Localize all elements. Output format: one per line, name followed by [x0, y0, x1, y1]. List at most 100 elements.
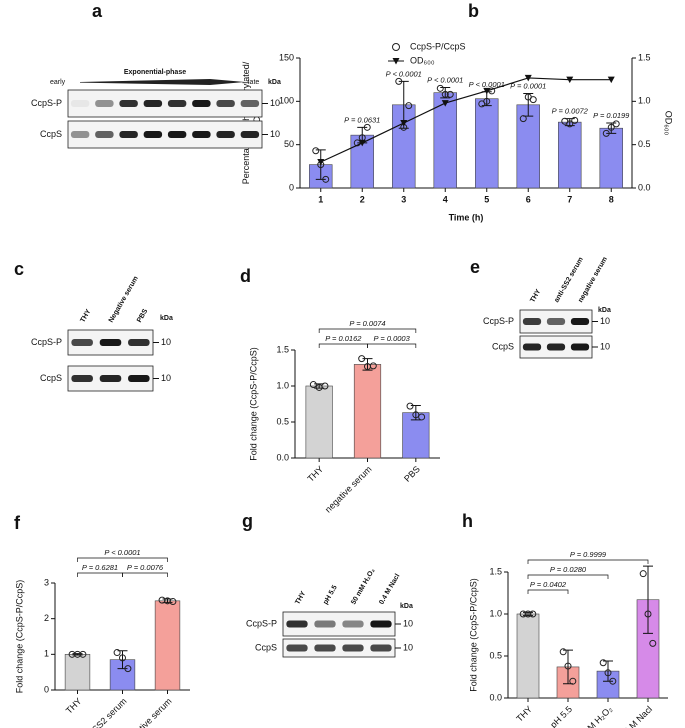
p-value-label: P = 0.6281 [82, 563, 118, 572]
blot-band [240, 100, 260, 107]
lane-label: Negative serum [108, 275, 140, 324]
data-point [607, 123, 615, 131]
data-point [395, 77, 403, 85]
data-point [412, 411, 420, 419]
row-label: CcpS [40, 129, 62, 139]
x-tick-label: negative serum [323, 464, 374, 515]
kda-label: kDa [268, 79, 281, 86]
x-tick-label: 1 [318, 194, 323, 204]
blot-band [192, 100, 211, 107]
lane-label: 50 mM H₂O₂ [350, 567, 376, 606]
p-value-label: P = 0.0162 [325, 334, 362, 343]
data-point [158, 596, 166, 604]
kda-label: kDa [400, 603, 413, 610]
p-value-label: P = 0.0072 [552, 107, 589, 116]
blot-band [342, 644, 364, 652]
data-point [353, 139, 361, 147]
blot-band [522, 318, 542, 325]
y2-tick-label: 0.0 [638, 182, 651, 192]
blot-band [167, 100, 187, 107]
p-value-label: P = 0.9999 [570, 550, 607, 559]
panel-letter: c [14, 259, 24, 279]
lane-start: early [50, 79, 66, 86]
line-marker [524, 74, 532, 82]
data-point [569, 677, 577, 685]
row-label: CcpS-P [483, 316, 514, 326]
data-point [405, 102, 413, 110]
data-point [363, 123, 371, 131]
legend-marker [392, 43, 400, 51]
y-tick-label: 0.5 [489, 650, 502, 660]
data-point [649, 639, 657, 647]
line-marker [483, 87, 491, 95]
x-tick-label: THY [514, 704, 534, 724]
bar [475, 98, 499, 189]
marker-label: 10 [270, 98, 280, 108]
y-tick-label: 0 [44, 684, 49, 694]
lane-label: 0.4 M Nacl [378, 573, 401, 606]
bar [154, 600, 181, 691]
blot-band [70, 100, 90, 107]
data-point [312, 147, 320, 155]
y2-tick-label: 0.5 [638, 139, 651, 149]
phase-arrow [80, 79, 245, 85]
data-point [609, 677, 617, 685]
data-point [559, 648, 567, 656]
blot-band [143, 100, 163, 107]
blot-band [546, 343, 566, 351]
data-point [566, 120, 574, 128]
data-point [612, 120, 620, 128]
row-label: CcpS [255, 642, 277, 652]
data-point [602, 129, 610, 137]
bar [599, 127, 623, 189]
blot-band [192, 131, 211, 138]
y-tick-label: 100 [279, 96, 294, 106]
panel-letter: d [240, 266, 251, 286]
data-point [322, 175, 330, 183]
line [320, 77, 612, 163]
blot-band [95, 131, 114, 138]
line-marker [400, 120, 408, 127]
x-tick-label: 4 [443, 194, 448, 204]
blot-band [71, 339, 93, 346]
blot-band [570, 343, 590, 351]
p-value-label: P = 0.0076 [127, 563, 164, 572]
marker-label: 10 [403, 642, 413, 652]
significance-bracket [318, 328, 417, 333]
row-label: CcpS-P [31, 98, 62, 108]
y2-tick-label: 1.0 [638, 96, 651, 106]
y-tick-label: 3 [44, 577, 49, 587]
x-tick-label: PBS [402, 464, 422, 484]
x-tick-label: 2 [360, 194, 365, 204]
blot-band [240, 131, 260, 138]
y-tick-label: 2 [44, 613, 49, 623]
data-point [369, 362, 377, 370]
data-point [321, 382, 329, 390]
error-bar [362, 358, 373, 371]
row-label: CcpS [492, 341, 514, 351]
x-tick-label: 8 [609, 194, 614, 204]
blot-band [370, 644, 392, 652]
data-point [483, 97, 491, 105]
error-bar [523, 611, 533, 617]
x-tick-label: 5 [484, 194, 489, 204]
bar [516, 613, 540, 699]
lane-label: pH 5.5 [322, 584, 339, 606]
row-label: CcpS [40, 373, 62, 383]
blot-band [342, 620, 364, 628]
significance-bracket [318, 343, 368, 348]
x-tick-label: negative serum [123, 696, 174, 728]
panel-letter: a [92, 1, 103, 21]
lane-label: THY [294, 590, 307, 606]
x-tick-label: pH 5.5 [548, 704, 574, 728]
y-tick-label: 0.0 [489, 692, 502, 702]
blot-band [99, 375, 122, 382]
blot-band [128, 339, 150, 346]
p-value-label: P < 0.0001 [469, 80, 505, 89]
y-axis-label: Fold change (CcpS-P/CcpS) [14, 580, 24, 694]
p-value-label: P < 0.0001 [386, 69, 422, 78]
data-point [639, 570, 647, 578]
y-tick-label: 1.0 [276, 380, 289, 390]
blot-band [286, 620, 308, 628]
data-point [599, 659, 607, 667]
